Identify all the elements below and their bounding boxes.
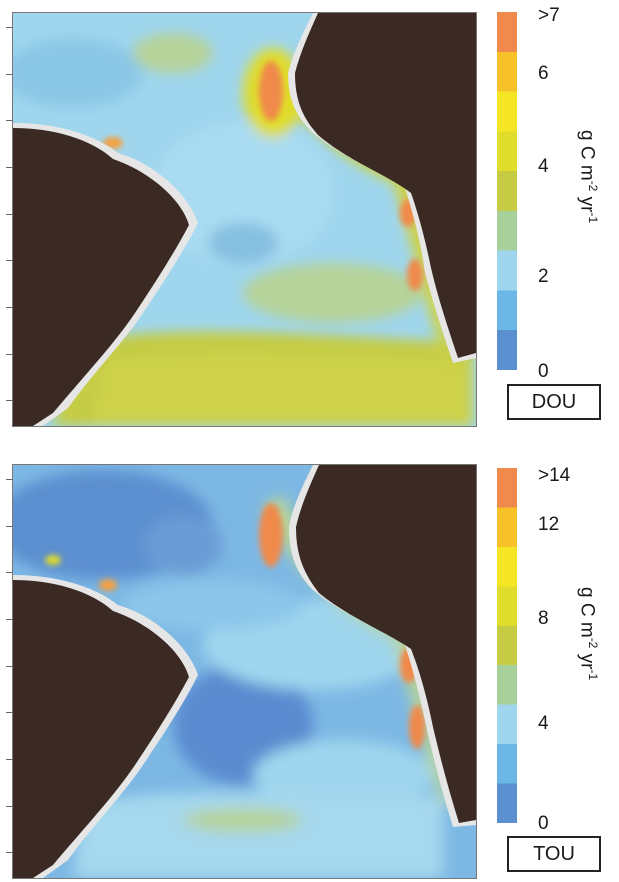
colorbar-tou xyxy=(497,468,517,823)
colorbar-tick: >7 xyxy=(538,5,560,26)
colorbar-tick: 0 xyxy=(538,361,549,382)
colorbar-tick: 4 xyxy=(538,156,549,177)
tou-panel: TOU >14 12 8 4 0 g C m-2 yr-1 xyxy=(0,452,619,882)
dou-panel: DOU >7 6 4 2 0 g C m-2 yr-1 xyxy=(0,0,619,430)
colorbar-unit-label: g C m-2 yr-1 xyxy=(576,587,600,681)
colorbar-tick: 0 xyxy=(538,813,549,834)
colorbar-dou xyxy=(497,12,517,370)
left-axis-ticks xyxy=(6,464,12,877)
colorbar-tick: 8 xyxy=(538,608,549,629)
dou-map xyxy=(12,12,477,427)
colorbar-tick: 6 xyxy=(538,63,549,84)
colorbar-unit-label: g C m-2 yr-1 xyxy=(576,130,600,224)
panel-label-tou: TOU xyxy=(507,836,601,872)
tou-map xyxy=(12,464,477,879)
colorbar-tick: 12 xyxy=(538,514,560,535)
colorbar-tick: 4 xyxy=(538,713,549,734)
colorbar-tick: 2 xyxy=(538,266,549,287)
colorbar-tick: >14 xyxy=(538,465,571,486)
panel-label-dou: DOU xyxy=(507,384,601,420)
left-axis-ticks xyxy=(6,12,12,425)
